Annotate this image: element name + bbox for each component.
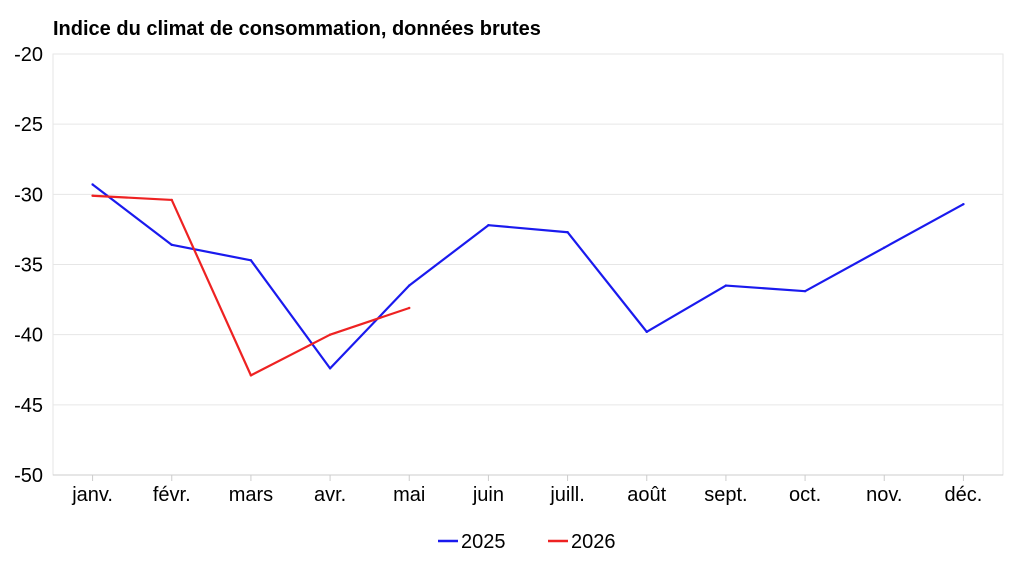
data-point xyxy=(803,289,807,293)
x-tick-label: déc. xyxy=(945,484,983,506)
data-point xyxy=(91,194,94,197)
data-point xyxy=(962,202,965,206)
data-point xyxy=(724,284,728,287)
x-tick-label: oct. xyxy=(789,484,821,506)
x-tick-label: juill. xyxy=(549,484,584,506)
legend-item-2026: 2026 xyxy=(548,531,616,553)
legend: 2025 2026 xyxy=(438,531,616,553)
data-point xyxy=(170,198,173,202)
x-tick-label: mai xyxy=(393,484,425,506)
x-tick-label: juin xyxy=(472,484,504,506)
data-point xyxy=(249,374,253,377)
y-tick-label: -50 xyxy=(14,465,43,487)
grid-layer xyxy=(52,53,1004,476)
y-tick-label: -40 xyxy=(14,325,43,347)
data-point xyxy=(91,183,94,186)
data-point xyxy=(408,284,411,287)
y-tick-label: -35 xyxy=(14,255,43,277)
data-point xyxy=(566,231,569,234)
x-axis: janv. févr. mars avr. mai juin juill. août sept.… xyxy=(53,474,1003,506)
legend-label: 2025 xyxy=(461,531,506,553)
series-line xyxy=(91,183,964,370)
data-point xyxy=(408,306,411,310)
data-point xyxy=(487,224,490,227)
y-axis: -20 -25 -30 -35 -40 -45 -50 xyxy=(14,44,43,487)
data-point xyxy=(328,367,332,370)
x-tick-label: nov. xyxy=(866,484,902,506)
data-point xyxy=(883,246,886,249)
y-tick-label: -30 xyxy=(14,184,43,206)
y-tick-label: -45 xyxy=(14,395,43,417)
x-tick-label: août xyxy=(627,484,666,506)
x-tick-label: mars xyxy=(229,484,273,506)
series-line xyxy=(92,194,410,377)
data-point xyxy=(328,333,332,336)
series-layer xyxy=(91,183,965,377)
y-tick-label: -20 xyxy=(14,44,43,66)
series-2026 xyxy=(91,194,411,377)
chart-title: Indice du climat de consommation, donnée… xyxy=(53,18,541,40)
x-tick-label: févr. xyxy=(153,484,191,506)
x-tick-label: janv. xyxy=(71,484,113,506)
data-point xyxy=(249,259,253,262)
data-point xyxy=(170,243,173,247)
data-point xyxy=(645,330,648,334)
series-2025 xyxy=(91,183,965,370)
legend-label: 2026 xyxy=(571,531,616,553)
y-tick-label: -25 xyxy=(14,114,43,136)
x-tick-label: sept. xyxy=(704,484,747,506)
x-tick-label: avr. xyxy=(314,484,346,506)
legend-item-2025: 2025 xyxy=(438,531,506,553)
